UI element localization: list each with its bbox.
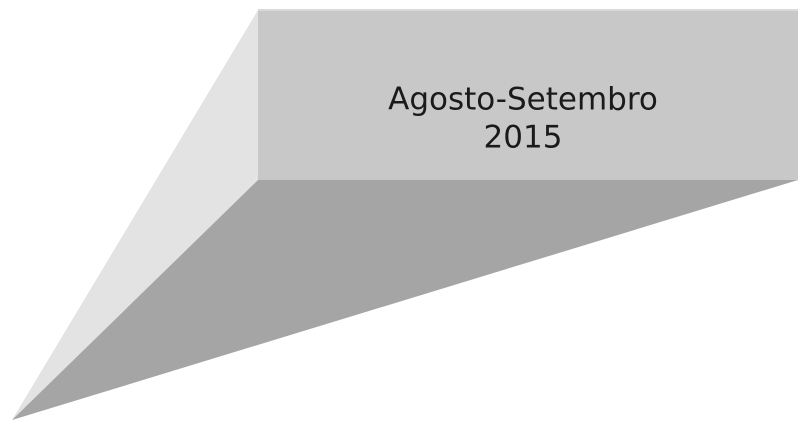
- banner-line: Agosto-Setembro: [388, 82, 658, 118]
- left-face: [12, 10, 258, 420]
- front-face: [258, 10, 798, 180]
- banner-line: 2015: [484, 120, 563, 156]
- bottom-face: [12, 180, 798, 420]
